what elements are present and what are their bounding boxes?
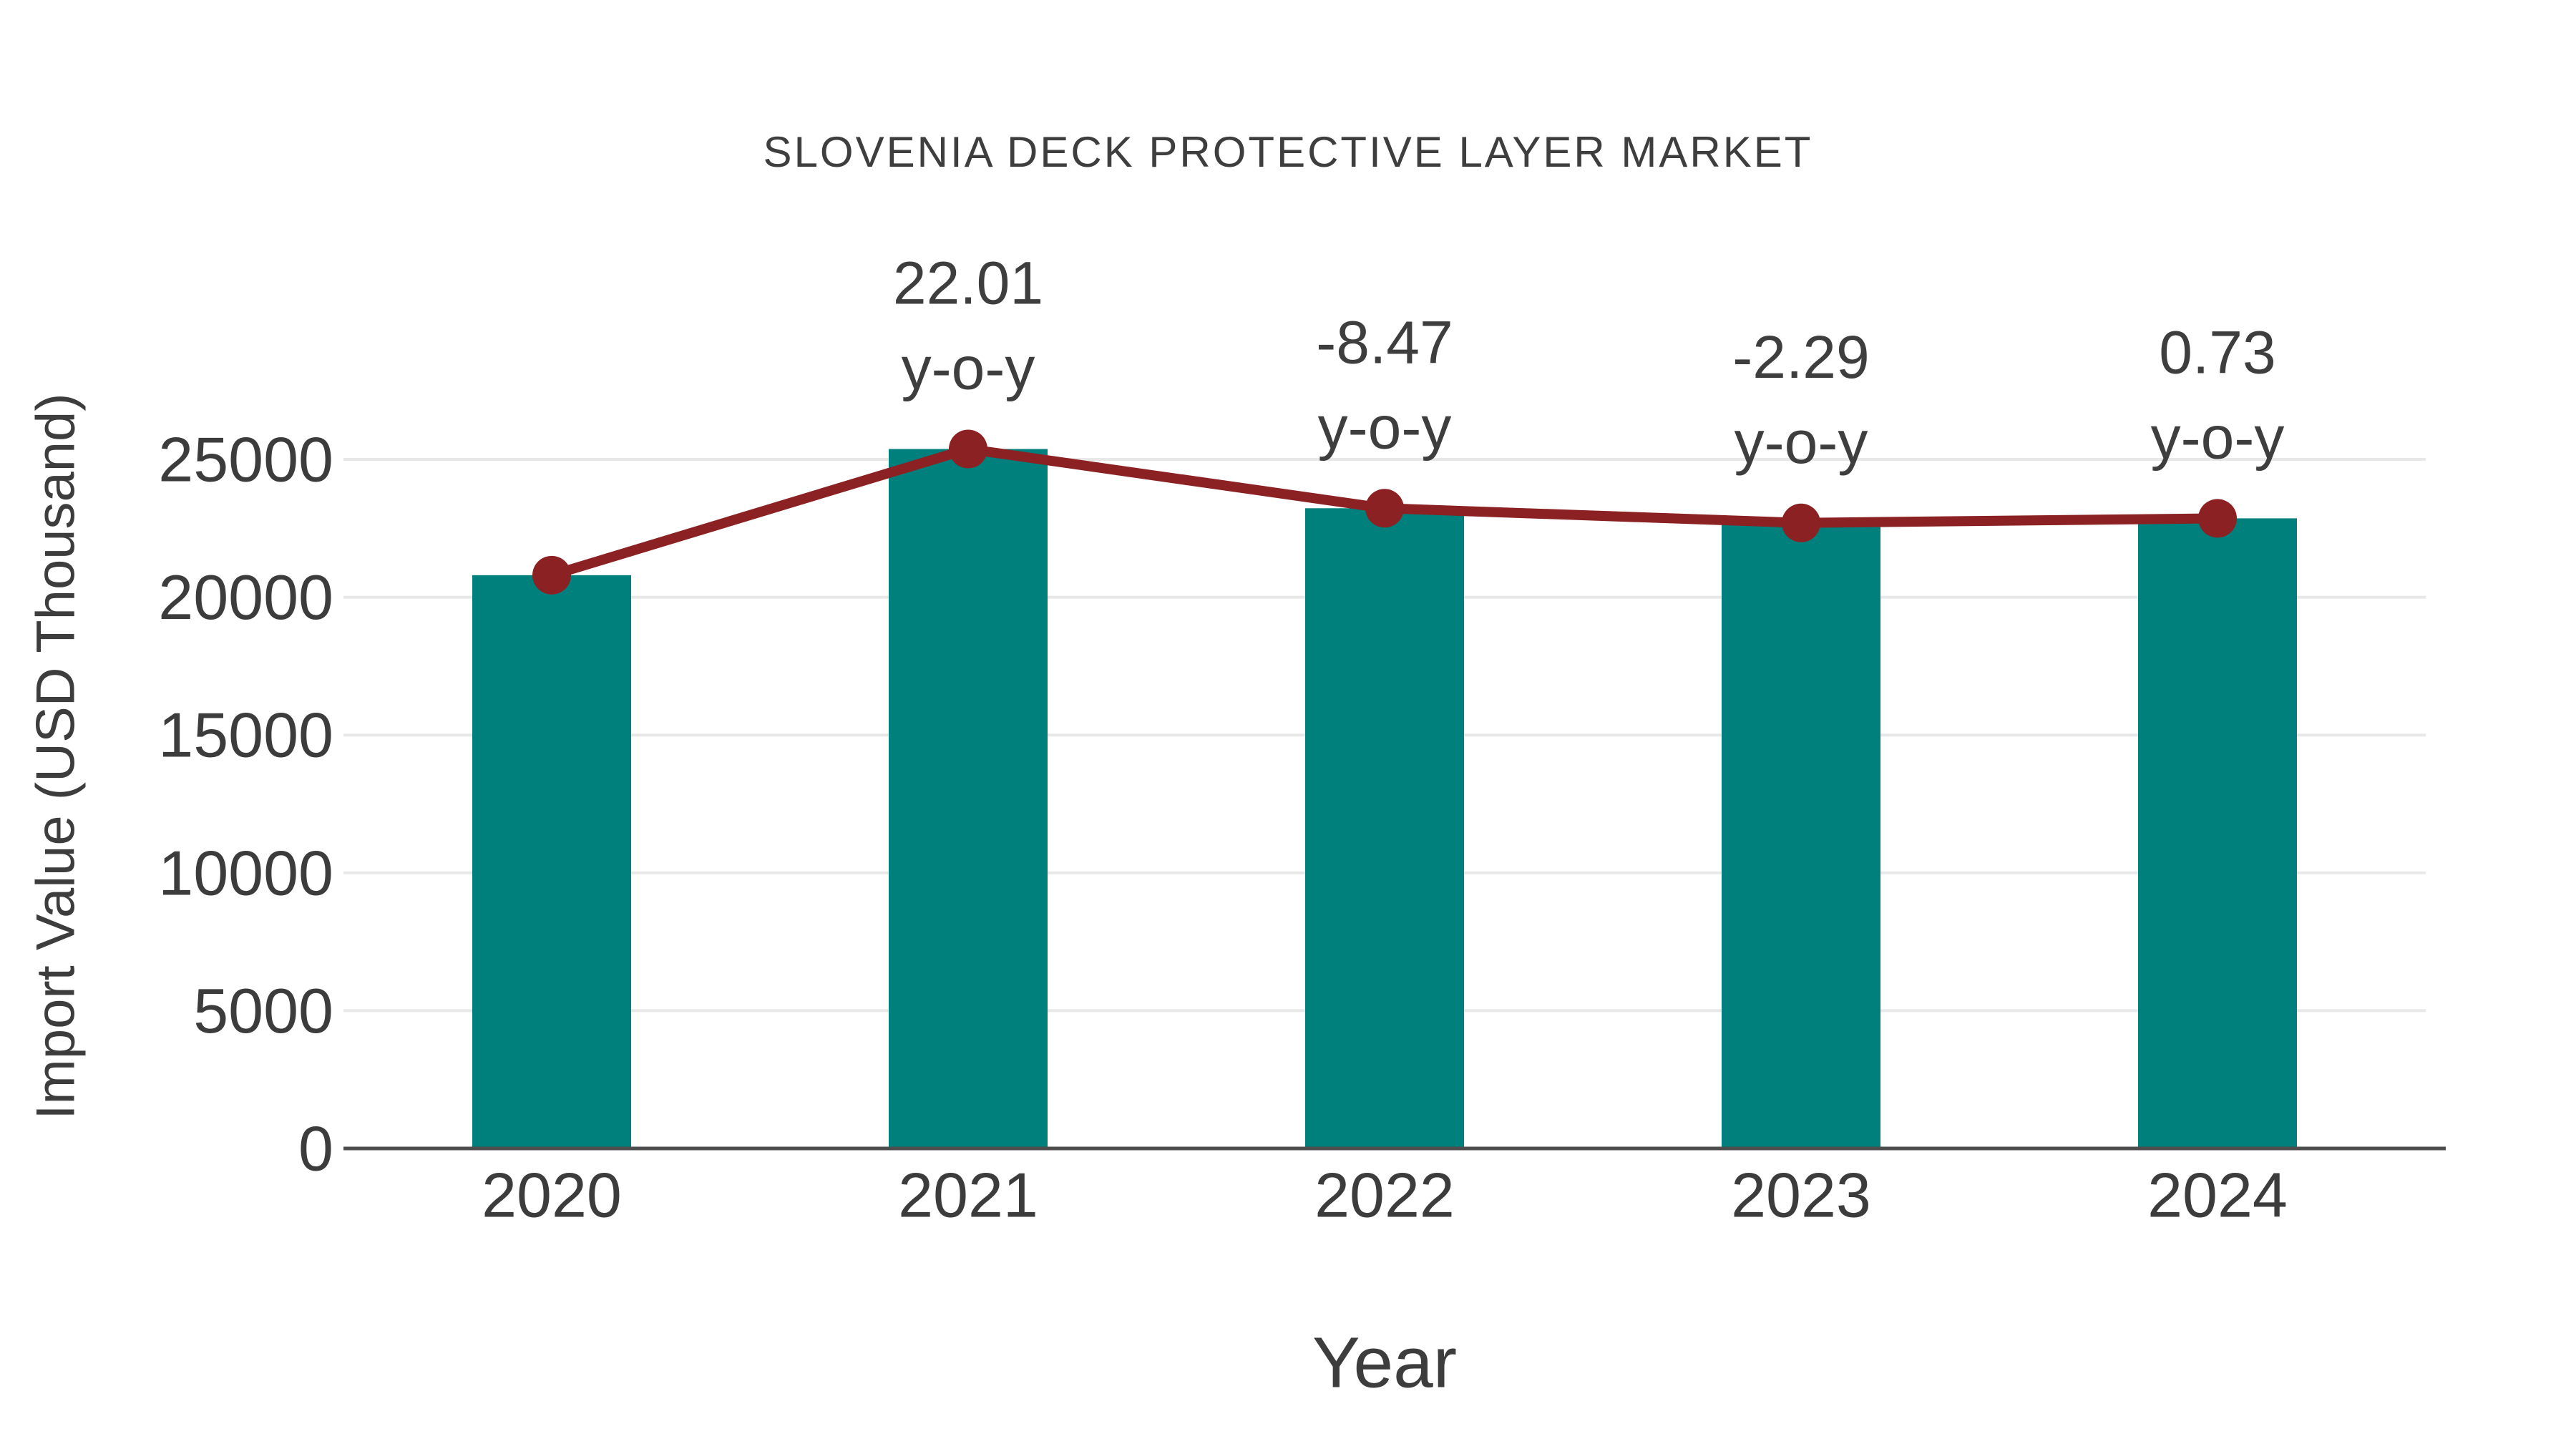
x-axis-title: Year (1312, 1322, 1458, 1403)
annotation-2023-label: y-o-y (1735, 409, 1868, 476)
y-tick-label-20000: 20000 (158, 562, 333, 633)
x-tick-label-2024: 2024 (2147, 1160, 2288, 1231)
trend-marker-2024 (2198, 499, 2237, 538)
annotation-2021-label: y-o-y (902, 334, 1035, 401)
trend-marker-2021 (949, 429, 987, 469)
x-tick-label-2023: 2023 (1731, 1160, 1871, 1231)
y-tick-label-0: 0 (298, 1113, 333, 1184)
bar-2020 (472, 575, 631, 1148)
y-tick-label-10000: 10000 (158, 837, 333, 908)
bar-2023 (1722, 522, 1880, 1148)
annotation-2023-value: -2.29 (1732, 323, 1869, 391)
y-tick-label-25000: 25000 (158, 424, 333, 495)
y-tick-label-15000: 15000 (158, 700, 333, 771)
y-tick-label-5000: 5000 (193, 975, 333, 1046)
trend-marker-2020 (532, 555, 571, 595)
trend-marker-2023 (1782, 503, 1820, 542)
annotation-2021-value: 22.01 (893, 249, 1043, 316)
annotation-2024-label: y-o-y (2151, 404, 2285, 471)
bar-2021 (889, 449, 1048, 1148)
bar-2024 (2138, 518, 2297, 1148)
x-tick-label-2021: 2021 (898, 1160, 1038, 1231)
annotation-2024-value: 0.73 (2159, 318, 2276, 386)
x-tick-label-2020: 2020 (482, 1160, 622, 1231)
annotation-2022-value: -8.47 (1316, 308, 1453, 376)
x-tick-label-2022: 2022 (1314, 1160, 1455, 1231)
trend-marker-2022 (1365, 489, 1404, 528)
chart-title: SLOVENIA DECK PROTECTIVE LAYER MARKET (763, 128, 1813, 176)
bar-2022 (1305, 508, 1464, 1148)
annotation-2022-label: y-o-y (1318, 394, 1452, 461)
